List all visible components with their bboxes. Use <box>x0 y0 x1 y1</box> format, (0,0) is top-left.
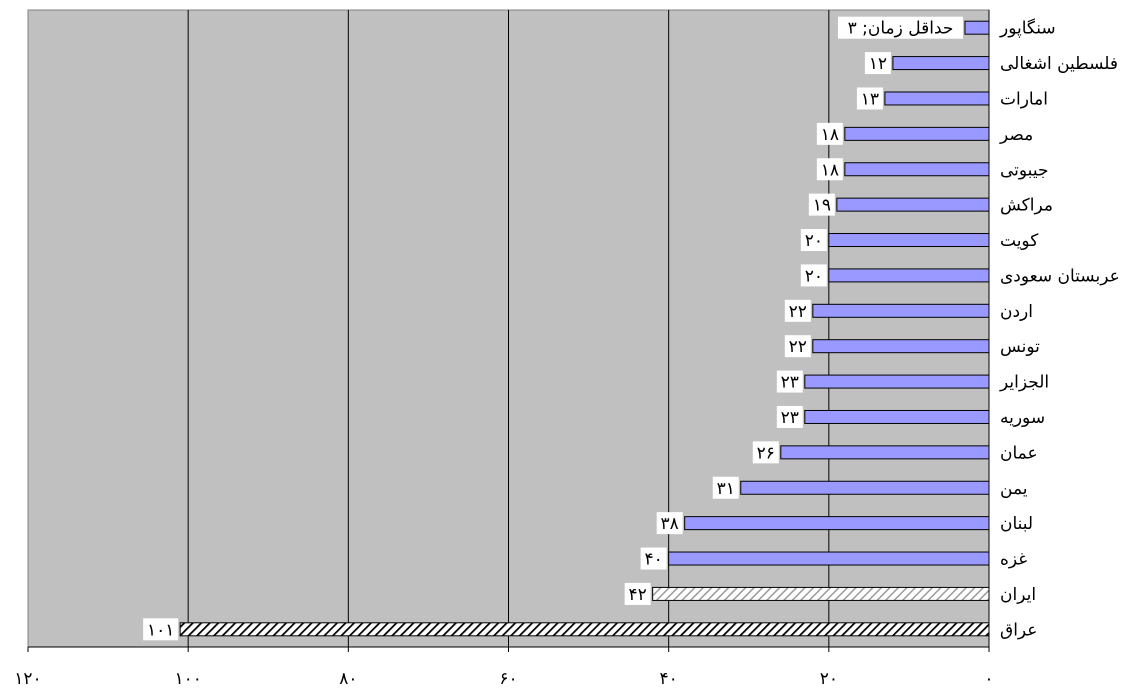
data-label-box <box>640 547 667 570</box>
bar <box>780 445 990 460</box>
data-label-box <box>656 512 683 535</box>
category-label: الجزایر <box>999 373 1049 393</box>
data-label-box <box>800 264 827 287</box>
data-label: ۱۸ <box>821 125 839 145</box>
data-label: ۴۰ <box>645 550 663 570</box>
category-label: لبنان <box>1000 514 1033 534</box>
category-label: یمن <box>1000 479 1028 499</box>
data-label: ۴۲ <box>629 585 647 605</box>
data-label: ۳۱ <box>717 479 735 499</box>
data-label: ۲۲ <box>789 337 807 357</box>
data-label-box <box>752 441 779 464</box>
data-label-box <box>776 405 803 428</box>
data-label-box <box>143 618 179 641</box>
data-label: ۱۹ <box>813 196 831 216</box>
category-label: اردن <box>1000 302 1033 322</box>
category-label: کویت <box>1000 231 1039 251</box>
data-label-box <box>784 299 811 322</box>
x-tick-label: ۴۰ <box>660 669 678 689</box>
bar <box>812 303 990 318</box>
data-label-box <box>776 370 803 393</box>
data-label: ۲۳ <box>781 408 799 428</box>
data-label: ۱۸ <box>821 160 839 180</box>
bar <box>892 56 990 71</box>
bar <box>844 162 990 177</box>
data-label: ۱۲ <box>869 54 887 74</box>
bar <box>812 339 990 354</box>
category-label: مصر <box>999 125 1033 145</box>
bar <box>828 268 990 283</box>
category-label: امارات <box>1000 89 1048 109</box>
category-label: جیبوتی <box>1000 160 1048 180</box>
category-label: سوریه <box>1000 408 1045 428</box>
data-label: ۱۰۱ <box>147 620 174 640</box>
data-label: ۲۶ <box>757 443 775 463</box>
data-label-box <box>800 229 827 252</box>
bar <box>804 374 990 389</box>
category-label: سنگاپور <box>999 18 1056 39</box>
data-label-box <box>864 52 891 75</box>
category-label: عراق <box>1000 620 1037 640</box>
x-tick-label: ۶۰ <box>499 669 517 689</box>
data-label-box <box>816 122 843 145</box>
data-label: ۲۲ <box>789 302 807 322</box>
bar <box>804 409 990 424</box>
category-label: عمان <box>1000 443 1038 463</box>
data-label: ۲۰ <box>805 231 823 251</box>
bar <box>668 551 990 566</box>
data-label: حداقل زمان; ۳ <box>848 19 954 39</box>
x-tick-label: ۲۰ <box>820 669 838 689</box>
category-label: تونس <box>1000 337 1040 357</box>
data-label-box <box>816 158 843 181</box>
data-label: ۳۸ <box>661 514 679 534</box>
x-tick-label: ۱۲۰ <box>14 669 41 689</box>
data-label: ۲۳ <box>781 373 799 393</box>
bar <box>844 126 990 141</box>
category-label: فلسطین اشغالی <box>1000 54 1118 74</box>
data-label-box <box>624 582 651 605</box>
bar <box>964 20 990 35</box>
bar <box>684 516 990 531</box>
bar <box>884 91 990 106</box>
category-label: ایران <box>1000 585 1036 605</box>
data-label-box <box>712 476 739 499</box>
category-label: مراکش <box>1000 196 1053 216</box>
x-tick-label: ۰ <box>984 669 993 689</box>
category-label: عربستان سعودی <box>1000 266 1120 286</box>
category-label: غزه <box>1000 550 1027 570</box>
data-label-box <box>784 335 811 358</box>
data-label: ۱۳ <box>861 89 879 109</box>
bar <box>828 233 990 248</box>
bar <box>652 586 990 601</box>
bar <box>740 480 990 495</box>
data-label-box <box>856 87 883 110</box>
data-label-box <box>808 193 835 216</box>
x-tick-label: ۱۰۰ <box>174 669 201 689</box>
x-tick-label: ۸۰ <box>339 669 357 689</box>
data-label-box <box>837 16 963 39</box>
bar <box>179 622 990 637</box>
bar <box>836 197 990 212</box>
data-label: ۲۰ <box>805 266 823 286</box>
